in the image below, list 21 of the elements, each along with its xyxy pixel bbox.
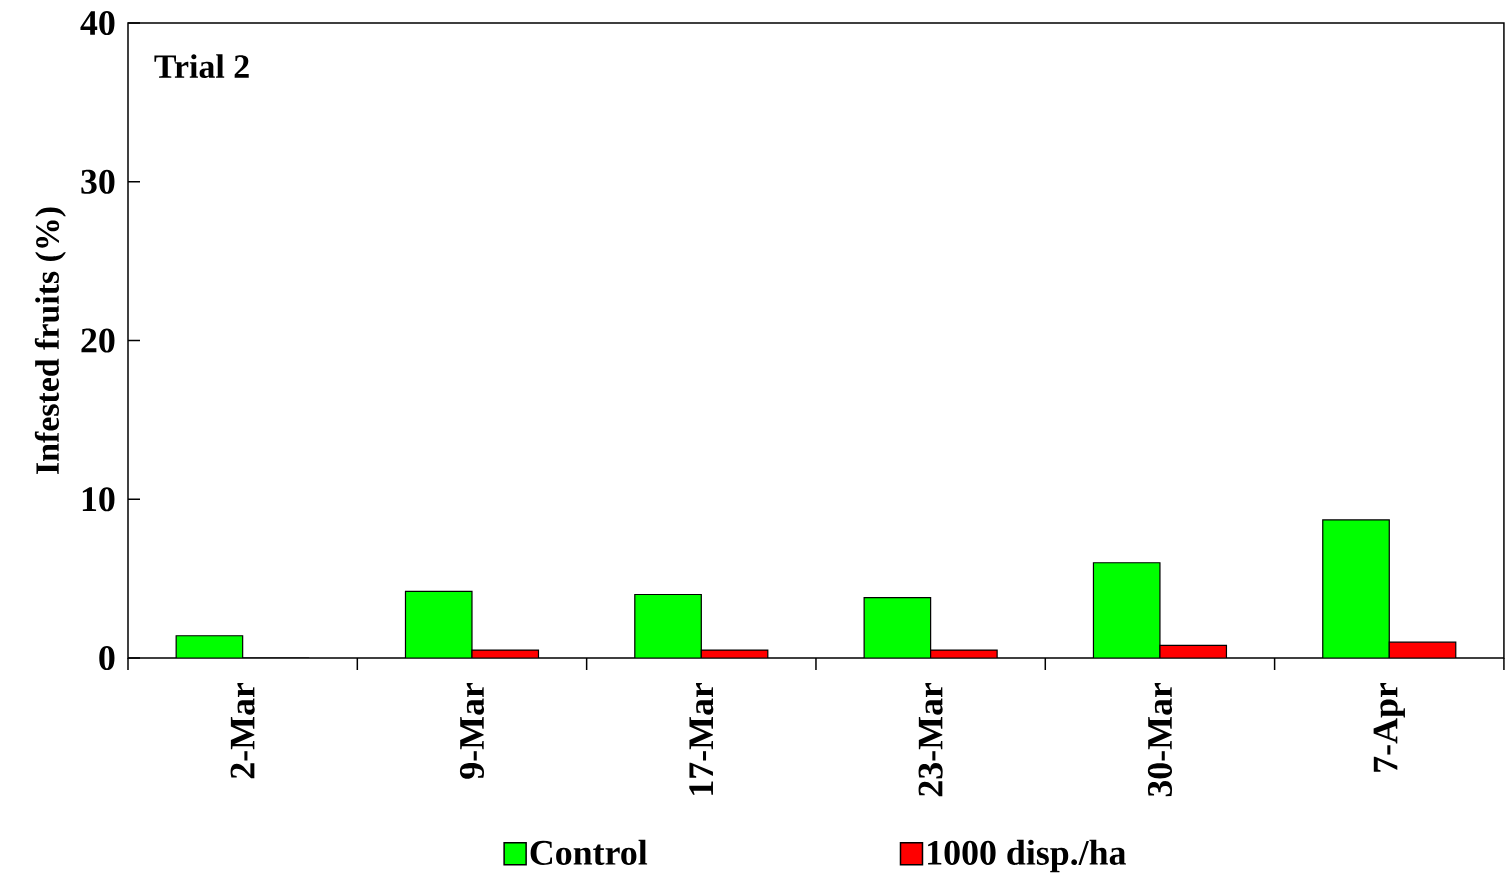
bar <box>634 593 702 658</box>
bar <box>1092 562 1161 658</box>
y-tick-label: 20 <box>81 328 115 353</box>
y-tick-label: 30 <box>81 169 115 194</box>
legend-label: 1000 disp./ha <box>928 839 1126 873</box>
x-tick-label: 30-Mar <box>1147 682 1173 797</box>
text: Trial 2 <box>154 54 249 79</box>
y-tick-label: 0 <box>99 645 115 671</box>
x-tick-label: 23-Mar <box>918 682 943 797</box>
y-axis-title: Infested fruits (%) <box>34 207 66 474</box>
y-tick-label: 40 <box>80 10 115 36</box>
bar <box>175 635 244 658</box>
bar <box>404 590 473 658</box>
legend-label: Control <box>530 839 648 865</box>
x-tick-label: 2-Mar <box>230 682 255 779</box>
x-tick-label: 7-Apr <box>1373 682 1405 772</box>
x-tick-label: 9-Mar <box>459 682 485 779</box>
x-tick-label: 17-Mar <box>689 682 714 795</box>
y-tick-label: 10 <box>82 487 115 512</box>
bar <box>1322 519 1390 658</box>
bar <box>863 597 932 658</box>
